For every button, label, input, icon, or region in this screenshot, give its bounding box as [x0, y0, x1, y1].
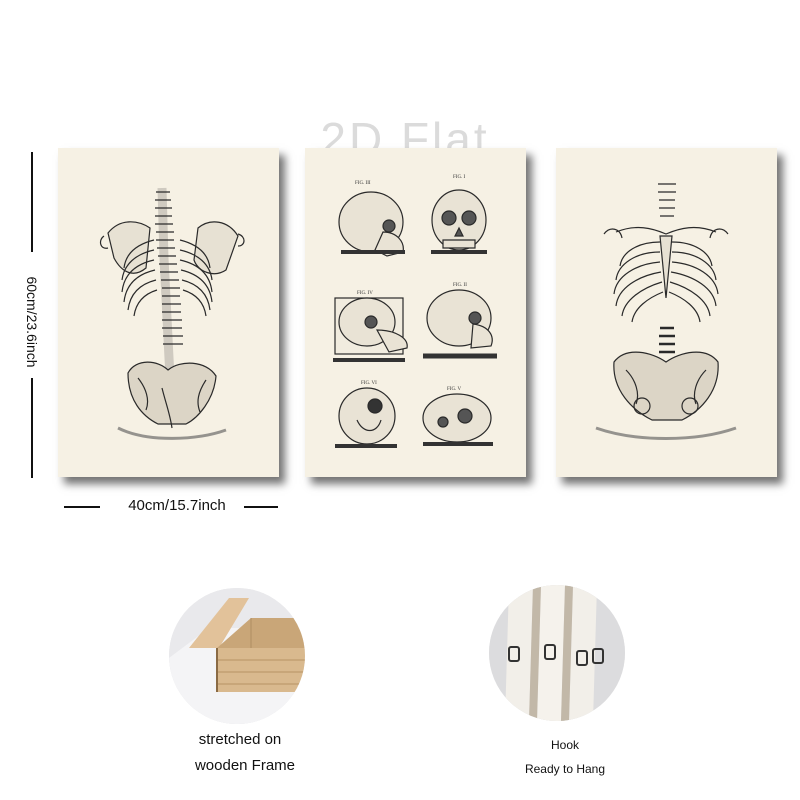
fig-label-i: FIG. I [453, 175, 466, 180]
fig-label-v: FIG. V [447, 387, 461, 392]
height-dimension-line-top [31, 152, 33, 252]
hook-icons [508, 644, 604, 666]
width-dimension-line-left [64, 506, 100, 508]
hook-icon [592, 648, 604, 664]
height-dimension-label: 60cm/23.6inch [24, 276, 40, 368]
fig-label-iii: FIG. III [355, 181, 371, 186]
hook-icon [576, 650, 588, 666]
hook-caption-line2: Ready to Hang [524, 762, 606, 776]
fig-label-ii: FIG. II [453, 283, 467, 288]
frame-caption-line1: stretched on [198, 731, 282, 748]
front-skeleton-drawing [595, 183, 737, 440]
hook-icon [508, 646, 520, 662]
width-dimension-line-right [244, 506, 278, 508]
wooden-frame-illustration [169, 588, 305, 724]
art-panel-back-skeleton [58, 148, 279, 477]
hook-caption-line1: Hook [550, 738, 579, 752]
fig-label-vi: FIG. VI [361, 381, 377, 386]
art-panel-skulls: FIG. III FIG. I FIG. IV FIG. II FIG. VI … [305, 148, 526, 477]
width-dimension-label: 40cm/15.7inch [128, 497, 226, 514]
frame-caption-line2: wooden Frame [194, 757, 296, 774]
skulls-drawing: FIG. III FIG. I FIG. IV FIG. II FIG. VI … [333, 175, 497, 448]
hook-icon [544, 644, 556, 660]
hook-photo [489, 585, 625, 721]
skull-fig-labels: FIG. III FIG. I FIG. IV FIG. II FIG. VI … [355, 175, 467, 392]
back-skeleton-drawing [99, 187, 245, 440]
fig-label-iv: FIG. IV [357, 291, 373, 296]
art-panel-front-skeleton [556, 148, 777, 477]
height-dimension-line-bottom [31, 378, 33, 478]
wooden-frame-photo [169, 588, 305, 724]
hook-illustration [489, 585, 625, 721]
